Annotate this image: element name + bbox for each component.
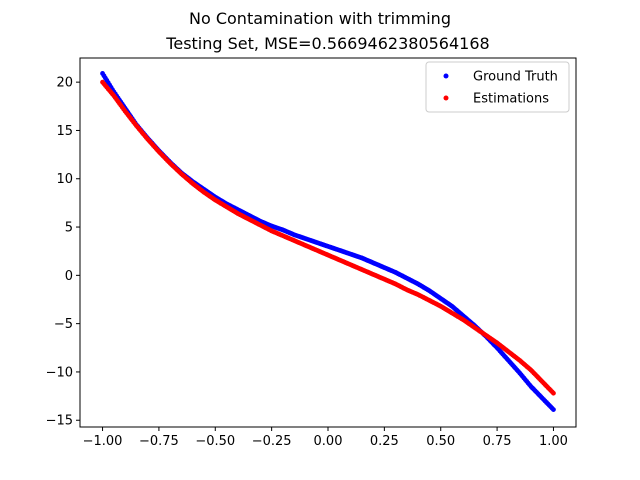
y-tick-label: −5 <box>54 317 73 332</box>
chart-title: No Contamination with trimming <box>189 9 451 28</box>
x-axis: −1.00 −0.75 −0.50 −0.25 0.00 0.25 0.50 0.75 1.00 <box>83 427 568 449</box>
x-tick-label: 1.00 <box>539 434 568 449</box>
chart-subtitle: Testing Set, MSE=0.5669462380564168 <box>165 34 489 53</box>
data-point <box>551 390 556 396</box>
y-tick-label: 20 <box>56 76 73 91</box>
x-tick-label: −0.75 <box>139 434 179 449</box>
x-tick-label: 0.00 <box>314 434 343 449</box>
x-tick-label: 0.25 <box>370 434 399 449</box>
plot-area <box>79 57 577 428</box>
y-tick-label: 15 <box>56 124 73 139</box>
legend: Ground Truth Estimations <box>425 61 570 113</box>
x-tick-label: 0.50 <box>426 434 455 449</box>
legend-marker-estimations <box>443 95 449 101</box>
legend-label-ground-truth: Ground Truth <box>473 70 558 85</box>
legend-box <box>425 61 570 113</box>
y-tick-label: 10 <box>56 172 73 187</box>
x-tick-label: 0.75 <box>483 434 512 449</box>
data-point <box>551 407 556 413</box>
x-tick-label: −0.50 <box>195 434 235 449</box>
x-tick-label: −0.25 <box>252 434 292 449</box>
series-ground-truth <box>100 71 556 413</box>
y-tick-label: −10 <box>46 365 73 380</box>
y-tick-label: 5 <box>65 221 73 236</box>
plot-frame <box>79 57 577 428</box>
y-tick-label: 0 <box>65 269 73 284</box>
y-axis: −15 −10 −5 0 5 10 15 20 <box>46 76 80 429</box>
x-tick-label: −1.00 <box>83 434 123 449</box>
y-tick-label: −15 <box>46 414 73 429</box>
series-estimations <box>100 79 556 396</box>
series-layer <box>100 71 556 413</box>
legend-marker-ground-truth <box>443 73 449 79</box>
legend-label-estimations: Estimations <box>473 92 549 107</box>
